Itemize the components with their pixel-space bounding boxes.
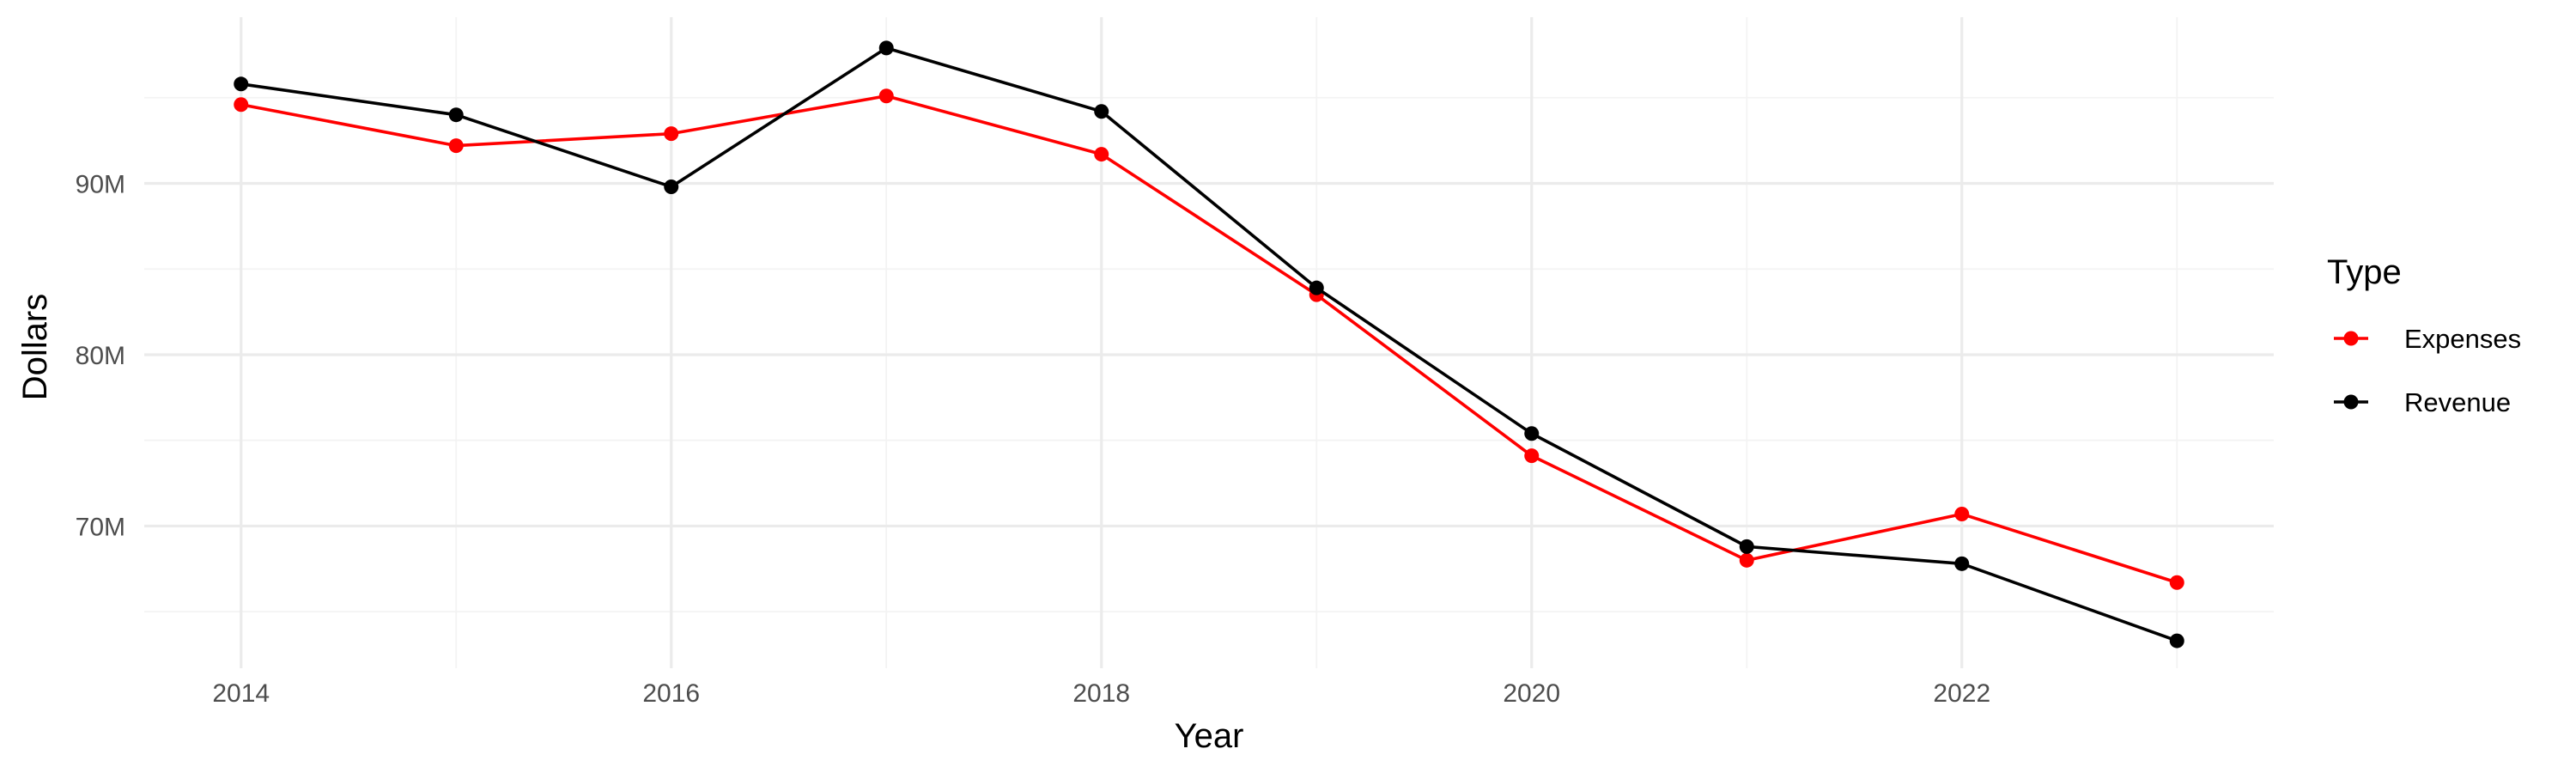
data-point xyxy=(1524,426,1540,441)
data-point xyxy=(1739,552,1754,568)
data-point xyxy=(1094,104,1109,119)
grid xyxy=(144,17,2274,668)
legend-marker-icon xyxy=(2343,331,2359,346)
data-point xyxy=(448,107,464,123)
series-revenue xyxy=(234,40,2184,648)
x-tick-label: 2018 xyxy=(1072,679,1130,708)
x-tick-label: 2014 xyxy=(212,679,270,708)
series-line xyxy=(240,46,2178,642)
data-point xyxy=(2169,633,2184,648)
data-point xyxy=(878,88,894,104)
data-point xyxy=(664,126,679,142)
y-axis-title: Dollars xyxy=(16,294,54,400)
data-point xyxy=(1739,539,1754,554)
legend: Type Expenses Revenue xyxy=(2327,253,2521,417)
data-point xyxy=(1954,506,1970,521)
y-tick-label: 70M xyxy=(76,513,125,541)
series-line xyxy=(240,94,2178,584)
data-point xyxy=(1954,556,1970,571)
legend-title: Type xyxy=(2327,253,2402,291)
x-tick-label: 2022 xyxy=(1933,679,1990,708)
legend-item-expenses: Expenses xyxy=(2334,324,2521,354)
tick-labels: 2014 2016 2018 2020 2022 70M 80M 90M xyxy=(76,170,1991,708)
legend-item-revenue: Revenue xyxy=(2334,387,2511,417)
y-tick-label: 80M xyxy=(76,342,125,370)
x-tick-label: 2016 xyxy=(642,679,700,708)
data-point xyxy=(664,179,679,194)
series xyxy=(234,40,2184,648)
data-point xyxy=(1524,448,1540,464)
x-tick-label: 2020 xyxy=(1503,679,1560,708)
legend-marker-icon xyxy=(2343,394,2359,410)
data-point xyxy=(878,40,894,56)
y-tick-label: 90M xyxy=(76,170,125,198)
legend-label: Expenses xyxy=(2404,324,2521,354)
data-point xyxy=(2169,575,2184,590)
data-point xyxy=(234,76,249,92)
data-point xyxy=(1094,147,1109,162)
x-axis-title: Year xyxy=(1175,717,1244,755)
series-expenses xyxy=(234,88,2184,590)
data-point xyxy=(1309,280,1324,295)
data-point xyxy=(448,138,464,154)
legend-label: Revenue xyxy=(2404,387,2511,417)
data-point xyxy=(234,97,249,113)
